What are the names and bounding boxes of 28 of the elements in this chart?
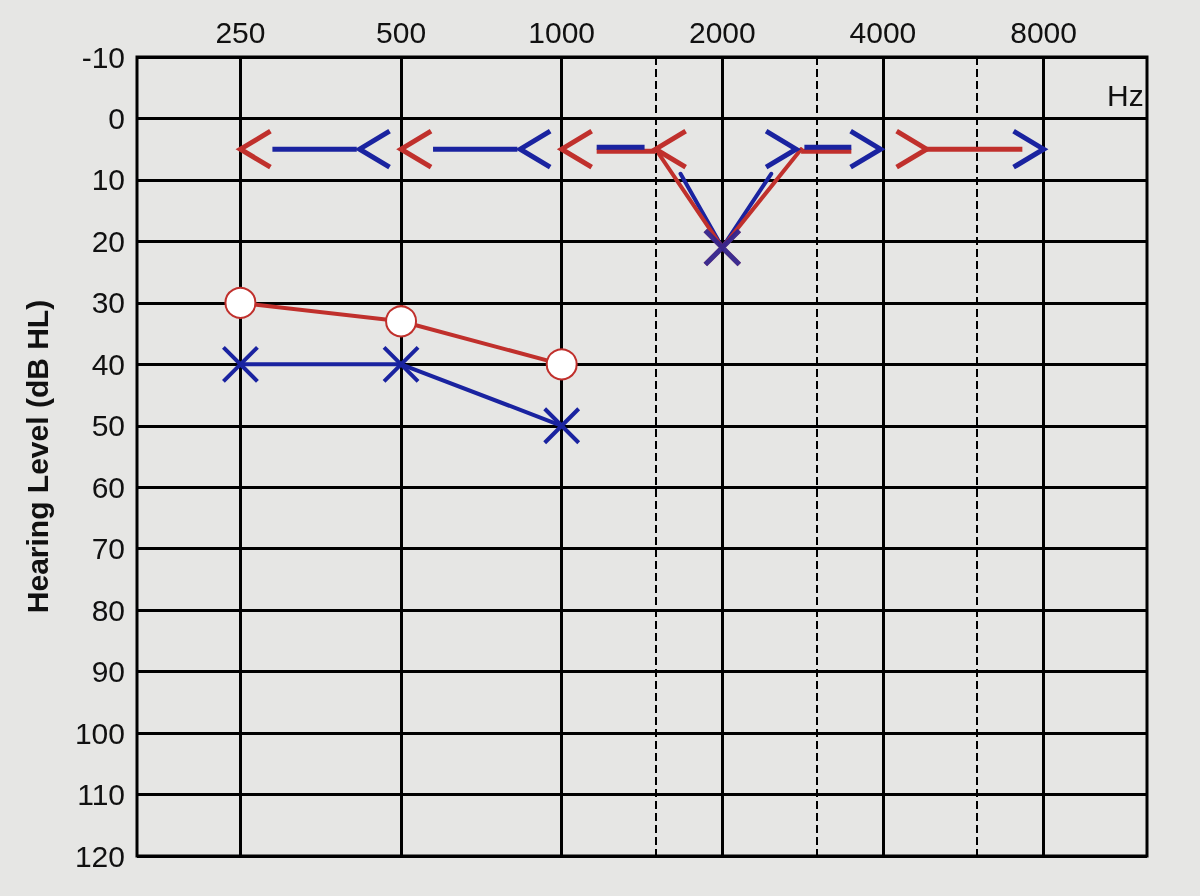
y-tick-label: 0 bbox=[108, 101, 125, 135]
point bbox=[221, 345, 260, 384]
x-tick-label: 2000 bbox=[688, 15, 756, 49]
point bbox=[542, 406, 581, 445]
y-tick-label: 90 bbox=[91, 655, 125, 689]
x-tick-label: 500 bbox=[376, 15, 427, 49]
y-tick-label: 40 bbox=[91, 347, 125, 381]
point bbox=[545, 348, 578, 381]
x-tick-label: 4000 bbox=[849, 15, 917, 49]
x-axis-title: Hz bbox=[1107, 78, 1144, 112]
y-tick-label: 60 bbox=[91, 470, 125, 504]
y-tick-label: 100 bbox=[74, 716, 125, 750]
x-tick-label: 1000 bbox=[528, 15, 596, 49]
y-axis-title: Hearing Level (dB HL) bbox=[20, 299, 54, 614]
point bbox=[382, 345, 421, 384]
x-tick-label: 8000 bbox=[1010, 15, 1077, 49]
y-tick-label: 80 bbox=[91, 593, 125, 627]
y-tick-label: 120 bbox=[74, 839, 125, 873]
y-tick-label: 20 bbox=[91, 224, 125, 258]
y-tick-label: 50 bbox=[91, 409, 125, 443]
y-tick-label: 30 bbox=[91, 286, 125, 320]
y-tick-label: -10 bbox=[81, 40, 125, 74]
y-tick-label: 10 bbox=[91, 163, 125, 197]
y-tick-label: 110 bbox=[77, 778, 125, 812]
y-tick-label: 70 bbox=[91, 532, 125, 566]
x-tick-label: 250 bbox=[215, 15, 266, 49]
point bbox=[224, 286, 257, 319]
point bbox=[385, 305, 418, 338]
